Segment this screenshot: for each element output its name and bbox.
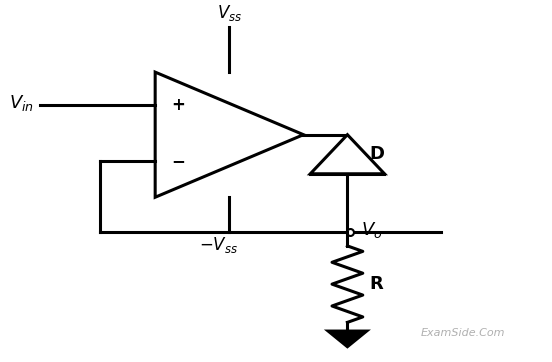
Text: $V_{ss}$: $V_{ss}$ <box>217 4 242 24</box>
Text: D: D <box>369 145 384 163</box>
Polygon shape <box>328 331 367 347</box>
Text: $-V_{ss}$: $-V_{ss}$ <box>199 235 238 256</box>
Text: R: R <box>369 275 383 293</box>
Text: $V_{in}$: $V_{in}$ <box>9 93 34 113</box>
Text: ExamSide.Com: ExamSide.Com <box>421 328 505 338</box>
Text: $V_o$: $V_o$ <box>361 220 383 240</box>
Text: +: + <box>172 96 185 114</box>
Text: −: − <box>172 152 185 170</box>
